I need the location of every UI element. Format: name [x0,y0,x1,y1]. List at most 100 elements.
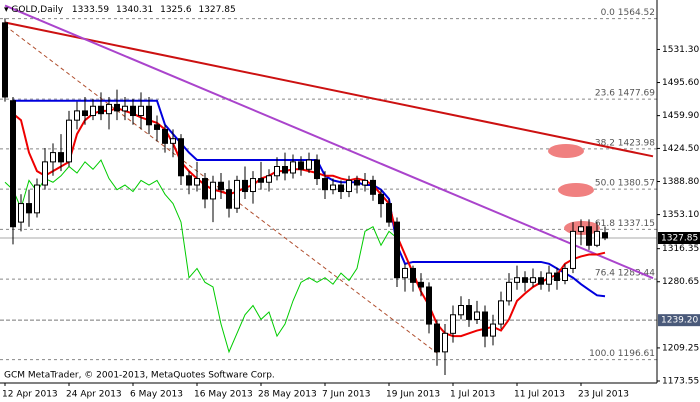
candle-body [346,179,352,193]
x-tick-label: 23 Jul 2013 [578,390,629,400]
candle-body [178,138,184,177]
candle-body [138,105,144,117]
footer: GCM MetaTrader, © 2001-2013, MetaQuotes … [4,371,275,381]
y-tick-label: 1209.25 [662,343,699,353]
candle-body [162,128,168,144]
ohlc-high: 1340.31 [116,5,153,15]
y-tick-label: 1388.80 [662,177,699,187]
candle-body [578,226,584,232]
x-tick-label: 1 Jul 2013 [450,390,495,400]
symbol: GOLD,Daily [11,5,63,15]
trendline [4,4,654,280]
price-level-label: 1239.20 [661,316,698,326]
candle-body [442,332,448,353]
candle-body [586,226,592,246]
fib-label: 38.2 1423.98 [595,138,655,148]
candle-body [354,179,360,186]
candle-body [370,179,376,195]
ohlc-close: 1327.85 [198,5,235,15]
candle-body [82,110,88,117]
trendline [4,21,654,158]
candle-body [330,184,336,191]
candle-body [242,179,248,193]
ohlc-low: 1325.6 [160,5,192,15]
x-tick-label: 7 Jun 2013 [322,390,370,400]
x-tick-label: 19 Jun 2013 [386,390,440,400]
candle-body [98,105,104,115]
header-icon: ▾ [4,5,9,15]
y-tick-label: 1353.10 [662,210,699,220]
candle-body [450,314,456,334]
candle-body [274,166,280,177]
candle-body [210,181,216,200]
candle-body [418,281,424,288]
x-tick-label: 6 May 2013 [130,390,183,400]
candle-body [18,203,24,223]
y-tick-label: 1495.60 [662,78,699,88]
candle-body [146,105,152,126]
candle-body [378,193,384,205]
candle-body [386,203,392,223]
candle-body [186,175,192,186]
candle-body [314,159,320,180]
plot [2,4,654,376]
candle-body [402,267,408,279]
candle-body [90,105,96,117]
ohlc-open: 1333.59 [72,5,109,15]
x-tick-label: 28 May 2013 [258,390,317,400]
candle-body [258,178,264,183]
candle-body [266,175,272,183]
header: ▾ GOLD,Daily 1333.59 1340.31 1325.6 1327… [4,5,236,15]
y-tick-label: 1173.55 [662,377,699,387]
candle-body [562,267,568,281]
candle-body [522,277,528,283]
candle-body [2,22,8,98]
marker-ellipse [548,144,584,158]
x-tick-label: 12 Apr 2013 [2,390,58,400]
candle-body [546,272,552,285]
candle-body [538,277,544,285]
fib-label: 0.0 1564.52 [601,8,655,18]
candle-body [466,305,472,320]
candle-body [490,323,496,337]
candle-body [474,311,480,320]
x-tick-label: 16 May 2013 [194,390,253,400]
y-tick-label: 1531.30 [662,45,699,55]
candle-body [362,179,368,186]
candle-body [498,300,504,325]
candle-body [234,179,240,209]
y-tick-label: 1280.65 [662,277,699,287]
candle-body [530,277,536,283]
candle-body [114,103,120,112]
candle-body [506,281,512,302]
candle-body [338,184,344,193]
x-tick-label: 24 Apr 2013 [66,390,122,400]
candle-body [194,178,200,186]
fib-label: 76.4 1283.44 [595,269,655,279]
current-price-box [658,232,700,245]
candle-body [42,161,48,186]
candle-body [130,105,136,117]
candle-body [74,110,80,121]
candle-body [594,230,600,246]
candle-body [410,267,416,283]
indicator-line [4,159,398,354]
y-tick-label: 1459.90 [662,111,699,121]
candle-body [458,305,464,316]
x-tick-label: 11 Jul 2013 [514,390,565,400]
candle-body [226,189,232,209]
candle-body [106,103,112,115]
candle-body [122,105,128,112]
candle-body [218,181,224,191]
candle-body [306,159,312,170]
candle-body [10,100,16,228]
candle-body [482,311,488,337]
candle-body [202,178,208,200]
marker-ellipse [558,183,594,197]
trendline [4,25,438,354]
fib-label: 23.6 1477.69 [595,89,655,99]
candle-body [26,203,32,214]
